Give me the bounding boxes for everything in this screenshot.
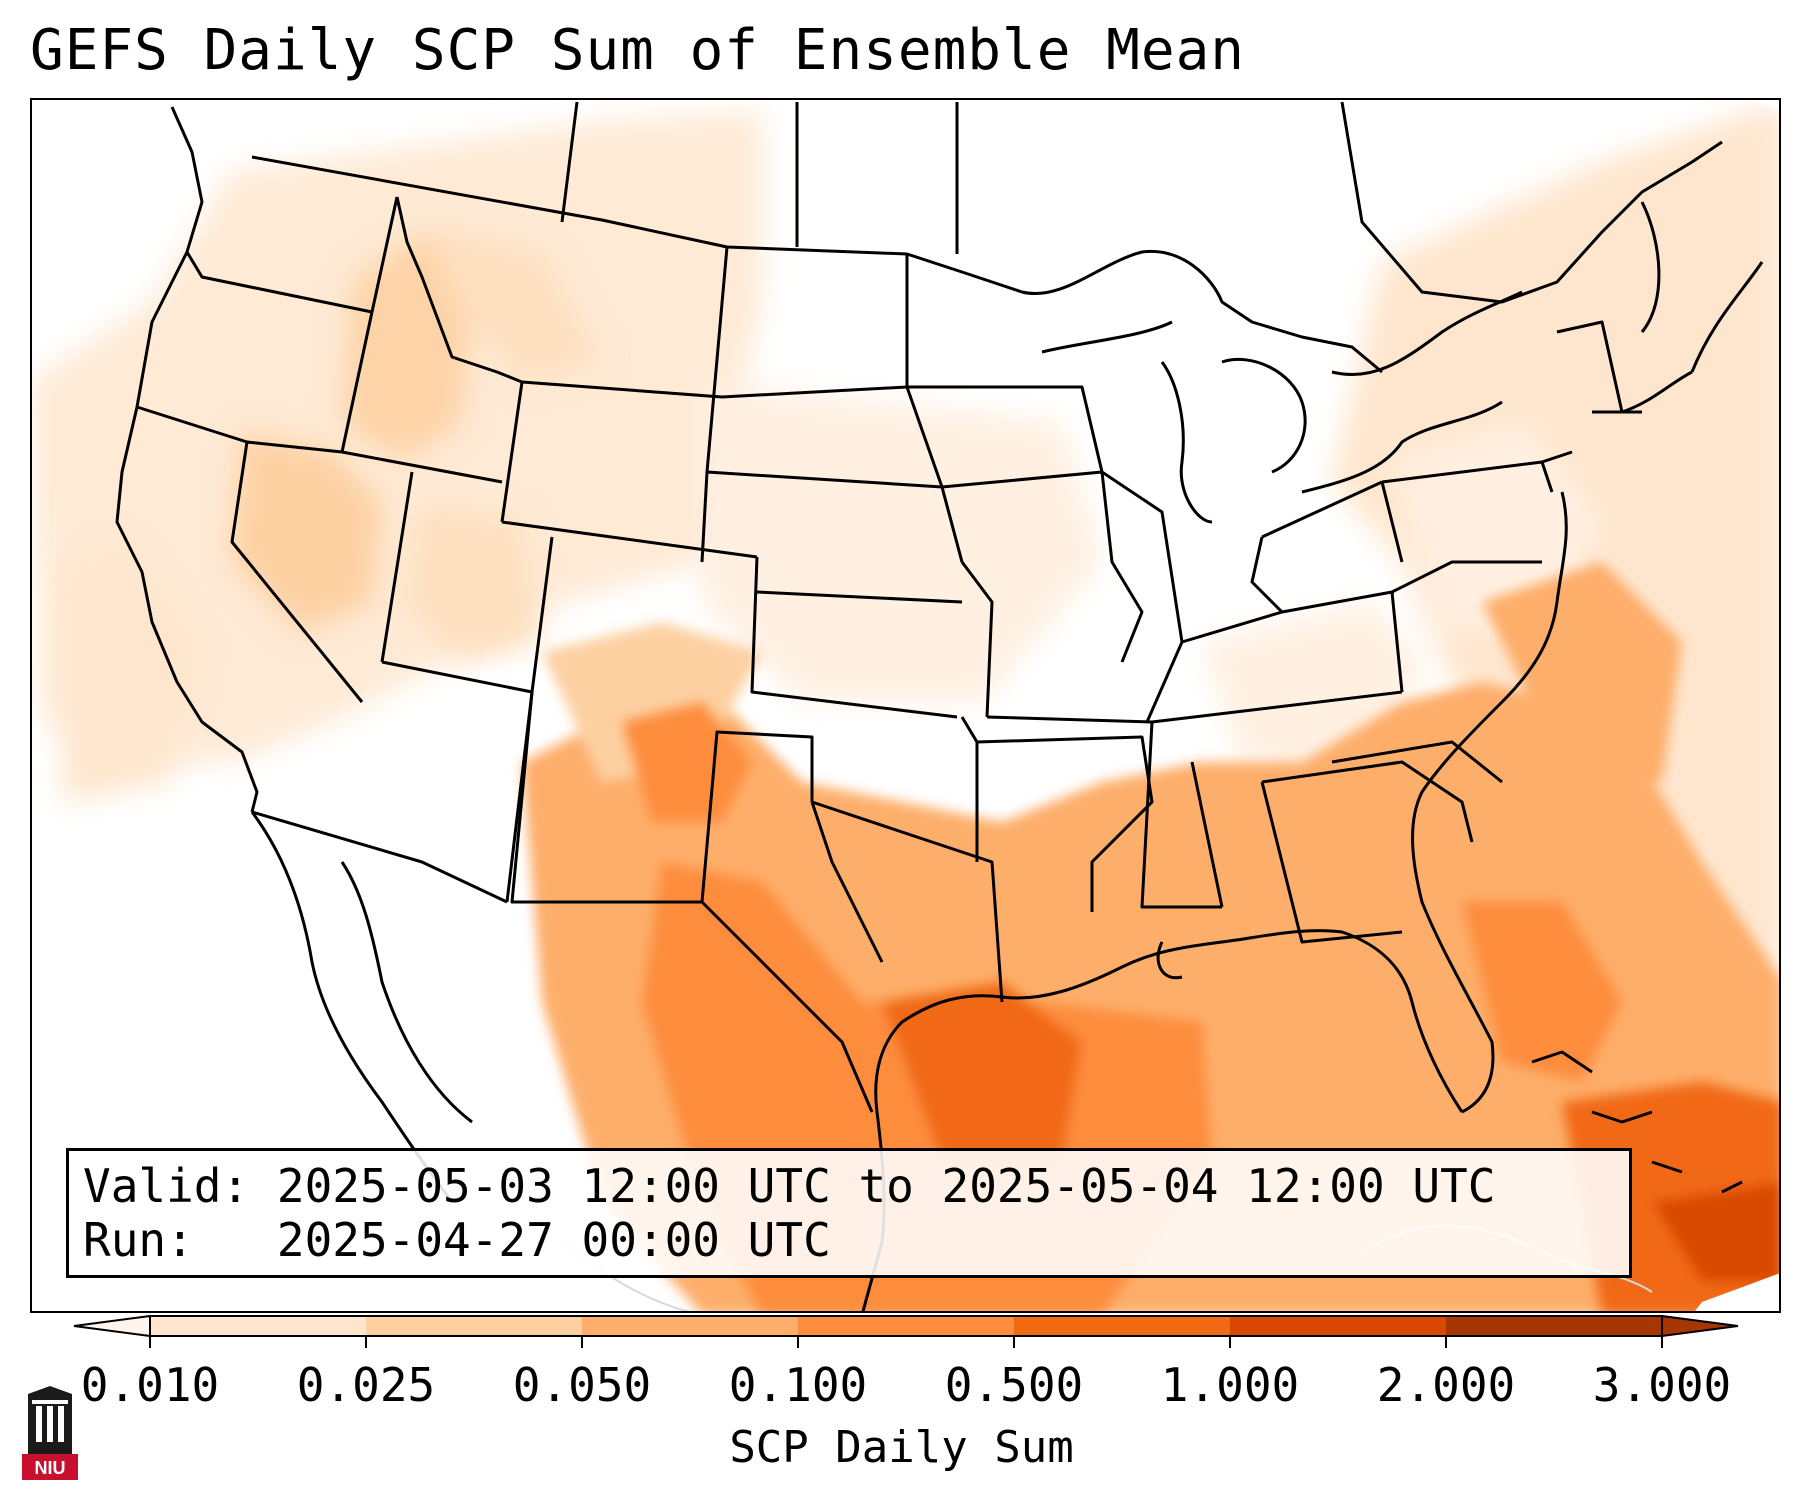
- run-label: Run:: [83, 1213, 194, 1267]
- map-panel: [30, 98, 1781, 1313]
- colorbar-tick-label: 0.500: [944, 1358, 1084, 1412]
- colorbar-tick-label: 3.000: [1592, 1358, 1732, 1412]
- political-boundaries: [115, 101, 1764, 1311]
- colorbar-tick-label: 1.000: [1160, 1358, 1300, 1412]
- valid-line: Valid: 2025-05-03 12:00 UTC to 2025-05-0…: [83, 1159, 1615, 1213]
- run-info-box: Valid: 2025-05-03 12:00 UTC to 2025-05-0…: [66, 1148, 1632, 1278]
- colorbar-cell: [1446, 1316, 1663, 1336]
- colorbar-tick-label: 0.050: [512, 1358, 652, 1412]
- colorbar-tick-label: 0.100: [728, 1358, 868, 1412]
- colorbar-cells: [73, 1314, 1739, 1338]
- colorbar-title: SCP Daily Sum: [729, 1422, 1074, 1473]
- colorbar-tick-label: 0.025: [296, 1358, 436, 1412]
- colorbar-cell: [1230, 1316, 1447, 1336]
- colorbar-cell: [798, 1316, 1015, 1336]
- run-value: 2025-04-27 00:00 UTC: [276, 1213, 831, 1267]
- scp-mid-shading: [232, 222, 602, 662]
- scp-map: [32, 100, 1779, 1311]
- map-title: GEFS Daily SCP Sum of Ensemble Mean: [30, 18, 1246, 83]
- niu-logo: NIU: [22, 1386, 78, 1480]
- valid-label: Valid:: [83, 1159, 250, 1213]
- colorbar-ticks: [149, 1336, 1663, 1348]
- colorbar-cell: [1014, 1316, 1231, 1336]
- colorbar-tick-label: 2.000: [1376, 1358, 1516, 1412]
- niu-logo-banner: [22, 1454, 78, 1480]
- colorbar-cell: [582, 1316, 799, 1336]
- colorbar-outline: [149, 1315, 1663, 1337]
- colorbar-cell: [150, 1316, 367, 1336]
- run-line: Run: 2025-04-27 00:00 UTC: [83, 1213, 1615, 1267]
- colorbar-extend-high: [1661, 1314, 1739, 1338]
- colorbar-tick-label: 0.010: [80, 1358, 220, 1412]
- colorbar-cell: [366, 1316, 583, 1336]
- niu-logo-text: NIU: [35, 1458, 66, 1478]
- valid-value: 2025-05-03 12:00 UTC to 2025-05-04 12:00…: [276, 1159, 1496, 1213]
- colorbar-extend-low: [73, 1314, 151, 1338]
